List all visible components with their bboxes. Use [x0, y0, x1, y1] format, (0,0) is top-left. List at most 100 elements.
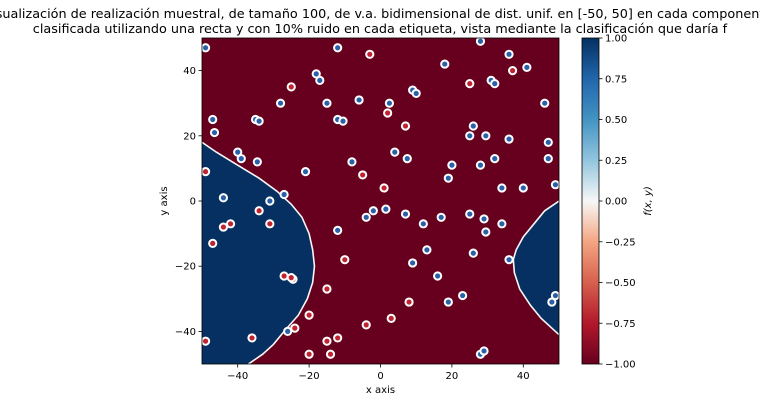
- data-point-positive: [390, 147, 400, 157]
- data-point-negative: [247, 333, 257, 343]
- data-point-positive: [440, 59, 450, 69]
- data-point-positive: [550, 180, 559, 190]
- data-point-positive: [418, 219, 428, 229]
- data-point-negative: [365, 49, 375, 59]
- data-point-positive: [475, 160, 486, 170]
- y-tick-label: 20: [183, 131, 196, 142]
- data-point-positive: [433, 271, 443, 281]
- data-point-positive: [543, 137, 553, 147]
- data-point-positive: [490, 79, 500, 89]
- data-point-positive: [233, 147, 243, 157]
- data-point-positive: [497, 219, 507, 229]
- data-point-positive: [361, 212, 371, 222]
- data-point-positive: [218, 193, 229, 203]
- colorbar-tick-label: 0.25: [605, 156, 627, 167]
- data-point-positive: [275, 98, 286, 108]
- data-point-positive: [333, 225, 343, 235]
- data-point-positive: [522, 62, 532, 72]
- chart-title-line-2: clasificada utilizando una recta y con 1…: [33, 22, 728, 37]
- data-point-positive: [504, 255, 514, 265]
- data-point-negative: [265, 219, 275, 229]
- data-point-positive: [300, 167, 311, 177]
- data-point-positive: [504, 49, 514, 59]
- x-tick-label: 0: [377, 371, 383, 382]
- data-point-positive: [436, 212, 446, 222]
- x-axis-label: x axis: [366, 385, 395, 396]
- data-point-negative: [507, 66, 518, 76]
- data-point-negative: [379, 183, 389, 193]
- data-point-negative: [279, 271, 289, 281]
- data-point-positive: [547, 297, 557, 307]
- y-tick-label: −20: [175, 262, 196, 273]
- data-point-negative: [286, 82, 296, 92]
- data-point-positive: [447, 160, 457, 170]
- data-point-positive: [400, 209, 411, 219]
- y-axis-ticks: −40 −20 0 20 40: [175, 66, 202, 338]
- chart-title-line-1: Visualización de realización muestral, d…: [0, 7, 760, 22]
- data-point-negative: [202, 167, 211, 177]
- data-point-positive: [252, 157, 262, 167]
- left-positive-region: [202, 142, 315, 364]
- data-point-negative: [340, 255, 350, 265]
- y-tick-label: 40: [183, 66, 196, 77]
- data-point-positive: [311, 69, 321, 79]
- y-tick-label: 0: [190, 197, 196, 208]
- data-point-positive: [458, 290, 468, 301]
- data-point-positive: [497, 183, 507, 193]
- data-point-positive: [347, 157, 357, 167]
- colorbar-tick-label: −0.75: [605, 319, 636, 330]
- colorbar-tick-label: −0.50: [605, 278, 636, 289]
- data-point-positive: [468, 121, 478, 131]
- data-point-positive: [468, 248, 478, 258]
- data-point-positive: [202, 43, 211, 53]
- data-point-positive: [411, 88, 421, 99]
- data-point-positive: [265, 196, 275, 206]
- data-point-positive: [279, 189, 289, 200]
- x-tick-label: −40: [227, 371, 248, 382]
- y-tick-label: −40: [175, 327, 196, 338]
- left-boundary-line: [202, 141, 316, 364]
- data-point-positive: [481, 131, 491, 141]
- colorbar-ticks: 1.00 0.75 0.50 0.25 0.00 −0.25 −0.50 −0.75 −1.00: [599, 34, 636, 371]
- data-point-positive: [479, 214, 489, 224]
- data-point-positive: [550, 290, 559, 301]
- colorbar-gradient: [581, 37, 600, 365]
- data-point-negative: [254, 206, 264, 216]
- data-point-negative: [290, 323, 300, 333]
- y-axis-label: y axis: [159, 186, 170, 215]
- data-point-negative: [322, 336, 332, 346]
- data-point-positive: [402, 154, 412, 164]
- data-point-positive: [504, 134, 514, 144]
- data-point-negative: [386, 313, 396, 323]
- data-point-positive: [475, 38, 486, 46]
- data-point-positive: [338, 116, 348, 126]
- data-point-positive: [518, 183, 528, 193]
- data-point-negative: [333, 333, 343, 343]
- x-tick-label: 20: [446, 371, 459, 382]
- colorbar-tick-label: 0.75: [605, 74, 627, 85]
- colorbar-tick-label: 0.00: [605, 197, 627, 208]
- data-point-negative: [202, 336, 211, 346]
- data-point-positive: [384, 98, 395, 108]
- data-point-positive: [540, 98, 550, 108]
- data-point-positive: [381, 204, 391, 214]
- data-point-positive: [354, 95, 364, 105]
- data-point-positive: [322, 98, 332, 108]
- data-point-negative: [322, 284, 332, 294]
- colorbar-tick-label: −0.25: [605, 237, 636, 248]
- data-point-positive: [315, 75, 325, 85]
- data-point-positive: [254, 116, 264, 126]
- data-point-positive: [481, 227, 491, 237]
- colorbar-tick-label: 1.00: [605, 34, 627, 45]
- data-point-negative: [218, 222, 229, 232]
- data-point-positive: [209, 127, 220, 138]
- data-point-negative: [286, 273, 296, 283]
- data-point-negative: [400, 121, 411, 131]
- data-point-negative: [325, 349, 336, 359]
- data-point-positive: [543, 154, 553, 164]
- data-point-negative: [404, 297, 414, 307]
- data-point-positive: [236, 154, 246, 164]
- colorbar-label: f(x, y): [643, 186, 654, 216]
- data-point-positive: [208, 114, 218, 125]
